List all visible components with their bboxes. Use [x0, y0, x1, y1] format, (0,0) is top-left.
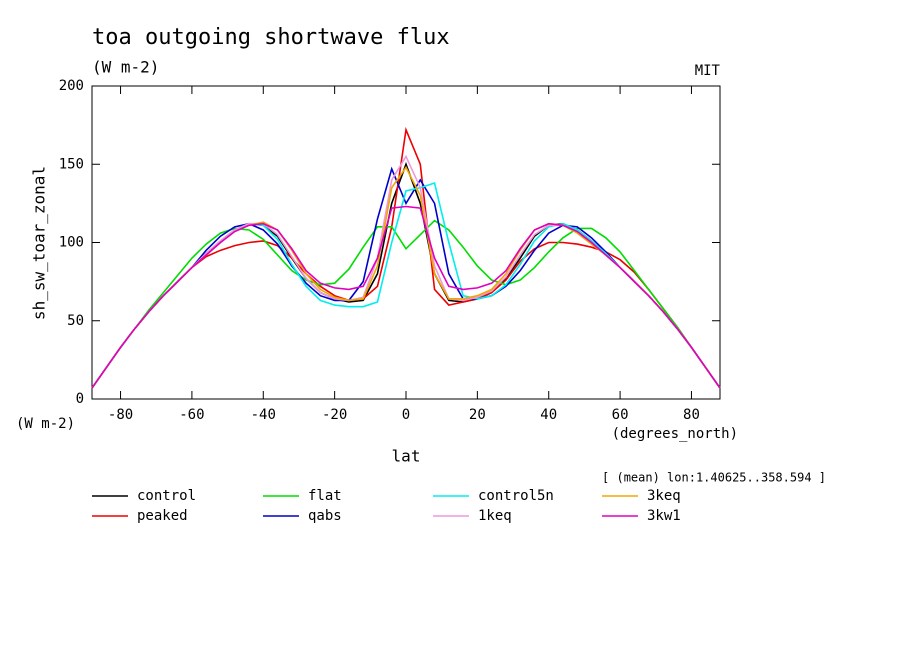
- series-line: [91, 165, 721, 389]
- x-axis-label: lat: [392, 447, 421, 466]
- series-line: [91, 166, 721, 389]
- legend-label: 3kw1: [647, 508, 681, 524]
- x-tick-label: -40: [251, 407, 276, 423]
- x-tick-label: 60: [612, 407, 629, 423]
- series-line: [91, 161, 721, 389]
- y-units: (W m-2): [16, 416, 75, 432]
- x-tick-label: -80: [108, 407, 133, 423]
- x-tick-label: -20: [322, 407, 347, 423]
- source: MIT: [695, 63, 721, 79]
- annotation: [ (mean) lon:1.40625..358.594 ]: [602, 471, 826, 485]
- y-tick-label: 200: [59, 78, 84, 94]
- chart-subtitle: (W m-2): [92, 58, 159, 77]
- y-tick-label: 50: [67, 313, 84, 329]
- legend-label: 3keq: [647, 488, 681, 504]
- x-tick-label: -60: [179, 407, 204, 423]
- x-tick-label: 0: [402, 407, 410, 423]
- legend-label: control: [137, 488, 196, 504]
- legend-label: peaked: [137, 508, 188, 524]
- x-units: (degrees_north): [612, 426, 738, 442]
- series-line: [91, 205, 721, 389]
- series-line: [91, 219, 721, 389]
- series-line: [91, 181, 721, 389]
- legend-label: flat: [308, 488, 342, 504]
- x-tick-label: 40: [540, 407, 557, 423]
- x-tick-label: 80: [683, 407, 700, 423]
- y-tick-label: 0: [76, 391, 84, 407]
- chart-title: toa outgoing shortwave flux: [92, 25, 450, 50]
- legend-label: control5n: [478, 488, 554, 504]
- y-tick-label: 100: [59, 235, 84, 251]
- y-tick-label: 150: [59, 156, 84, 172]
- y-axis-label: sh_sw_toar_zonal: [30, 166, 49, 320]
- x-tick-label: 20: [469, 407, 486, 423]
- legend-label: 1keq: [478, 508, 512, 524]
- legend-label: qabs: [308, 508, 342, 524]
